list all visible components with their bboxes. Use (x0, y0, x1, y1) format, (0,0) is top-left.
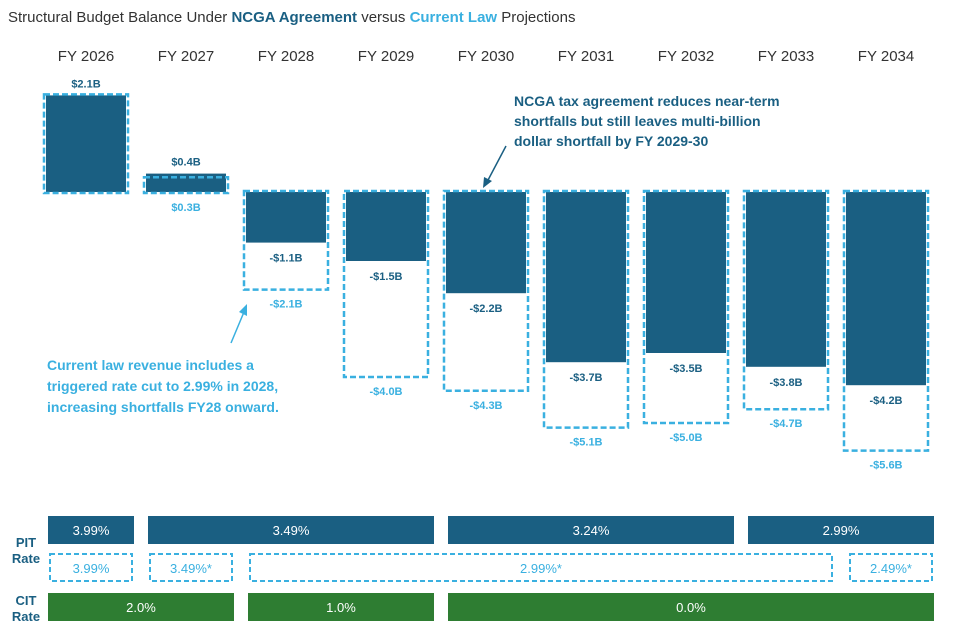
ncga-bar (546, 192, 626, 363)
pit-current-law-rate-label: 3.99% (73, 561, 110, 576)
ncga-value-label: $2.1B (71, 78, 100, 90)
pit-ncga-rate-label: 2.99% (823, 523, 860, 538)
cit-row-label: Rate (12, 609, 40, 624)
current-law-bar (342, 189, 430, 379)
current-law-value-label: -$5.0B (669, 432, 702, 444)
current-law-value-label: -$4.3B (469, 400, 502, 412)
cit-rate-bar (48, 593, 234, 621)
pit-ncga-rate-bar (48, 516, 134, 544)
ncga-value-label: -$3.7B (569, 372, 602, 384)
current-law-annotation-line: Current law revenue includes a (47, 357, 254, 373)
year-axis: FY 2026 FY 2027 FY 2028 FY 2029 FY 2030 FY 20… (58, 48, 914, 65)
pit-ncga-rate-bar (148, 516, 434, 544)
pit-current-law-rate-label: 2.99%* (520, 561, 562, 576)
year-label: FY 2029 (358, 48, 414, 65)
pit-current-law-rate-bar (49, 553, 133, 582)
subtitle-prefix: Structural Budget Balance Under (8, 9, 232, 26)
ncga-value-label: $0.4B (171, 157, 200, 169)
ncga-bar (746, 192, 826, 367)
cit-rate-label: 0.0% (676, 600, 706, 615)
ncga-bar (846, 192, 926, 386)
year-label: FY 2027 (158, 48, 214, 65)
year-label: FY 2026 (58, 48, 114, 65)
chart-subtitle: Structural Budget Balance Under NCGA Agr… (8, 9, 575, 26)
current-law-value-label: -$4.7B (769, 418, 802, 430)
year-label: FY 2028 (258, 48, 314, 65)
ncga-value-label: -$3.5B (669, 363, 702, 375)
current-law-bar (842, 189, 930, 452)
ncga-arrowhead (483, 177, 492, 188)
current-law-bar (642, 189, 730, 425)
pit-row-label: Rate (12, 551, 40, 566)
pit-current-law-rate-bar (849, 553, 933, 582)
pit-row-label: PIT (16, 535, 36, 550)
ncga-bar (646, 192, 726, 353)
ncga-value-label: -$1.1B (269, 253, 302, 265)
current-law-bar (542, 189, 630, 429)
ncga-bar (46, 95, 126, 192)
current-law-value-label: -$5.6B (869, 460, 902, 472)
ncga-value-label: -$4.2B (869, 395, 902, 407)
pit-ncga-rate-bar (748, 516, 934, 544)
rate-rows: 3.99% 3.49% 3.24% 2.99% 3.99% 3.49%* 2.99%* 2.4… (12, 516, 934, 624)
current-law-bar (242, 189, 330, 291)
year-label: FY 2030 (458, 48, 514, 65)
ncga-bar (446, 192, 526, 294)
subtitle-current-law: Current Law (409, 9, 498, 26)
bars (42, 93, 930, 452)
year-label: FY 2031 (558, 48, 614, 65)
pit-current-law-rate-label: 3.49%* (170, 561, 212, 576)
current-law-bar (742, 189, 830, 411)
subtitle-ncga: NCGA Agreement (231, 9, 358, 26)
year-label: FY 2033 (758, 48, 814, 65)
current-law-value-label: -$5.1B (569, 437, 602, 449)
ncga-value-label: -$2.2B (469, 303, 502, 315)
cit-rate-bar (248, 593, 434, 621)
data-labels: $2.1B $0.4B $0.3B -$1.1B -$2.1B -$1.5B -$4.0B -… (71, 78, 902, 471)
pit-ncga-rate-label: 3.24% (573, 523, 610, 538)
pit-ncga-rate-label: 3.99% (73, 523, 110, 538)
current-law-value-label: $0.3B (171, 202, 200, 214)
ncga-bar (246, 192, 326, 243)
ncga-value-label: -$3.8B (769, 377, 802, 389)
current-law-annotation-line: triggered rate cut to 2.99% in 2028, (47, 378, 278, 394)
subtitle-suffix: Projections (497, 9, 576, 26)
current-law-annotation-arrow (230, 311, 245, 344)
ncga-value-label: -$1.5B (369, 271, 402, 283)
current-law-value-label: -$4.0B (369, 386, 402, 398)
ncga-annotation-arrow (486, 145, 507, 183)
pit-current-law-rate-label: 2.49%* (870, 561, 912, 576)
ncga-annotation-line: shortfalls but still leaves multi-billio… (514, 113, 761, 129)
pit-ncga-rate-label: 3.49% (273, 523, 310, 538)
current-law-arrowhead (239, 304, 247, 316)
year-label: FY 2032 (658, 48, 714, 65)
current-law-annotation-line: increasing shortfalls FY28 onward. (47, 399, 279, 415)
ncga-annotation-line: dollar shortfall by FY 2029-30 (514, 133, 708, 149)
ncga-bar (346, 192, 426, 261)
current-law-value-label: -$2.1B (269, 299, 302, 311)
ncga-annotation-line: NCGA tax agreement reduces near-term (514, 93, 780, 109)
cit-rate-label: 1.0% (326, 600, 356, 615)
year-label: FY 2034 (858, 48, 914, 65)
cit-rate-bar (448, 593, 934, 621)
cit-rate-label: 2.0% (126, 600, 156, 615)
annotations: NCGA tax agreement reduces near-term shor… (47, 93, 780, 415)
subtitle-middle: versus (357, 9, 410, 26)
current-law-bar (442, 189, 530, 393)
pit-ncga-rate-bar (448, 516, 734, 544)
cit-row-label: CIT (16, 593, 37, 608)
current-law-bar (42, 93, 130, 195)
current-law-bar (142, 175, 230, 195)
pit-current-law-rate-bar (249, 553, 833, 582)
pit-current-law-rate-bar (149, 553, 233, 582)
